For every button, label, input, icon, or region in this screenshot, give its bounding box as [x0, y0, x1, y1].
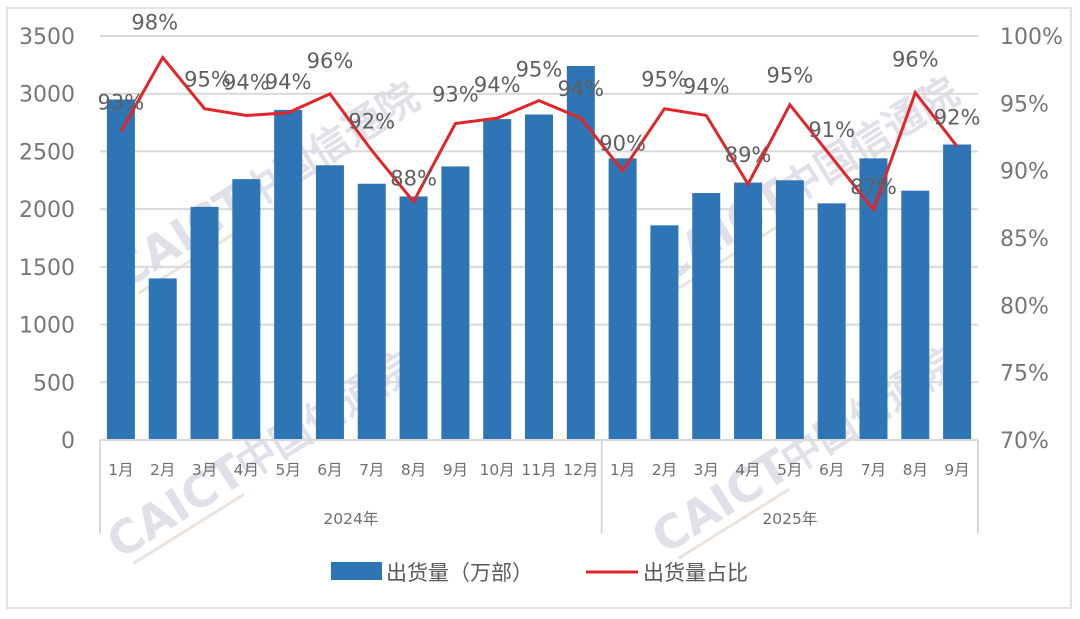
- bar: [817, 203, 846, 440]
- line-data-label: 89%: [725, 143, 772, 167]
- line-data-label: 94%: [557, 77, 604, 101]
- line-data-label: 92%: [934, 105, 981, 129]
- line-data-label: 87%: [850, 175, 897, 199]
- left-axis: 0 500 1000 1500 2000 2500 3000 3500: [19, 25, 75, 454]
- legend-bar-label: 出货量（万部）: [386, 561, 533, 585]
- bar: [692, 192, 721, 440]
- bar: [483, 119, 512, 440]
- left-axis-tick: 0: [61, 429, 75, 454]
- x-axis-month-label: 2月: [150, 461, 175, 479]
- x-axis-month-label: 6月: [317, 461, 342, 479]
- x-axis-month-label: 1月: [108, 461, 133, 479]
- right-axis-tick: 90%: [1000, 160, 1049, 185]
- bar: [274, 109, 303, 441]
- share-line: [119, 54, 959, 213]
- x-axis-month-label: 8月: [401, 461, 426, 479]
- x-axis-month-label: 4月: [735, 461, 760, 479]
- bar: [650, 225, 679, 440]
- x-axis-month-label: 12月: [563, 461, 598, 479]
- bar: [441, 166, 470, 441]
- left-axis-tick: 1000: [19, 314, 75, 339]
- bar: [943, 144, 972, 440]
- line-data-label: 93%: [98, 91, 145, 115]
- right-axis-tick: 75%: [1000, 362, 1049, 387]
- right-axis-tick: 85%: [1000, 227, 1049, 252]
- bar: [608, 158, 637, 440]
- x-axis-month-label: 10月: [480, 461, 515, 479]
- line-data-label: 95%: [516, 58, 563, 82]
- svg-text:CAICT: CAICT: [642, 438, 800, 564]
- x-axis-month-label: 6月: [819, 461, 844, 479]
- bar: [734, 182, 763, 440]
- x-axis-month-label: 1月: [610, 461, 635, 479]
- line-data-label: 95%: [641, 68, 688, 92]
- bar: [232, 179, 261, 441]
- line-data-label: 96%: [892, 48, 939, 72]
- bar: [106, 99, 135, 440]
- x-axis-year-label: 2024年: [323, 510, 378, 528]
- bar: [190, 206, 219, 440]
- line-data-label: 98%: [131, 11, 178, 35]
- x-axis-month-label: 5月: [777, 461, 802, 479]
- bar: [148, 278, 177, 440]
- line-data-label: 95%: [767, 64, 814, 88]
- legend-bar-swatch: [331, 562, 382, 580]
- line-data-label: 96%: [307, 49, 354, 73]
- x-axis-month-label: 4月: [234, 461, 259, 479]
- line-data-label: 94%: [474, 73, 521, 97]
- x-axis-month-label: 11月: [521, 461, 556, 479]
- line-data-label: 94%: [683, 74, 730, 98]
- line-data-label: 95%: [184, 68, 231, 92]
- x-axis: 1月 2月 3月 4月 5月 6月 7月 8月 9月 10月 11月 12月 1月 2月 3月 4月 5月 6月 7…: [99, 439, 979, 534]
- line-data-label: 88%: [390, 167, 437, 191]
- x-axis-month-label: 7月: [359, 461, 384, 479]
- x-axis-month-label: 3月: [192, 461, 217, 479]
- left-axis-tick: 2500: [19, 140, 75, 165]
- legend: 出货量（万部） 出货量占比: [331, 561, 748, 585]
- bar: [357, 183, 386, 440]
- bar: [901, 190, 930, 440]
- left-axis-tick: 3500: [19, 25, 75, 50]
- x-axis-month-label: 2月: [652, 461, 677, 479]
- x-axis-month-label: 5月: [275, 461, 300, 479]
- right-axis-tick: 70%: [1000, 429, 1049, 454]
- x-axis-month-label: 9月: [443, 461, 468, 479]
- line-data-label: 94%: [223, 70, 270, 94]
- line-data-label: 93%: [432, 83, 479, 107]
- x-axis-month-label: 7月: [861, 461, 886, 479]
- line-data-label: 94%: [265, 70, 312, 94]
- bar: [566, 66, 595, 441]
- x-axis-month-label: 8月: [903, 461, 928, 479]
- line-data-label: 92%: [348, 109, 395, 133]
- bar: [859, 158, 888, 440]
- x-axis-month-label: 3月: [694, 461, 719, 479]
- data-labels: 93%98%95%94%94%96%92%88%93%94%95%94%90%9…: [98, 11, 981, 199]
- bar: [399, 196, 428, 440]
- x-axis-year-label: 2025年: [762, 510, 817, 528]
- left-axis-tick: 500: [33, 371, 75, 396]
- bar: [775, 180, 804, 441]
- x-axis-month-label: 9月: [944, 461, 969, 479]
- line-series: [119, 54, 959, 213]
- right-axis-tick: 100%: [1000, 25, 1063, 50]
- right-axis: 70% 75% 80% 85% 90% 95% 100%: [1000, 25, 1063, 454]
- left-axis-tick: 3000: [19, 83, 75, 108]
- legend-line-label: 出货量占比: [643, 561, 748, 585]
- left-axis-tick: 1500: [19, 256, 75, 281]
- bar: [315, 165, 344, 440]
- right-axis-tick: 80%: [1000, 294, 1049, 319]
- right-axis-tick: 95%: [1000, 92, 1049, 117]
- left-axis-tick: 2000: [19, 198, 75, 223]
- line-data-label: 91%: [808, 118, 855, 142]
- bar: [525, 114, 553, 441]
- line-data-label: 90%: [599, 132, 646, 156]
